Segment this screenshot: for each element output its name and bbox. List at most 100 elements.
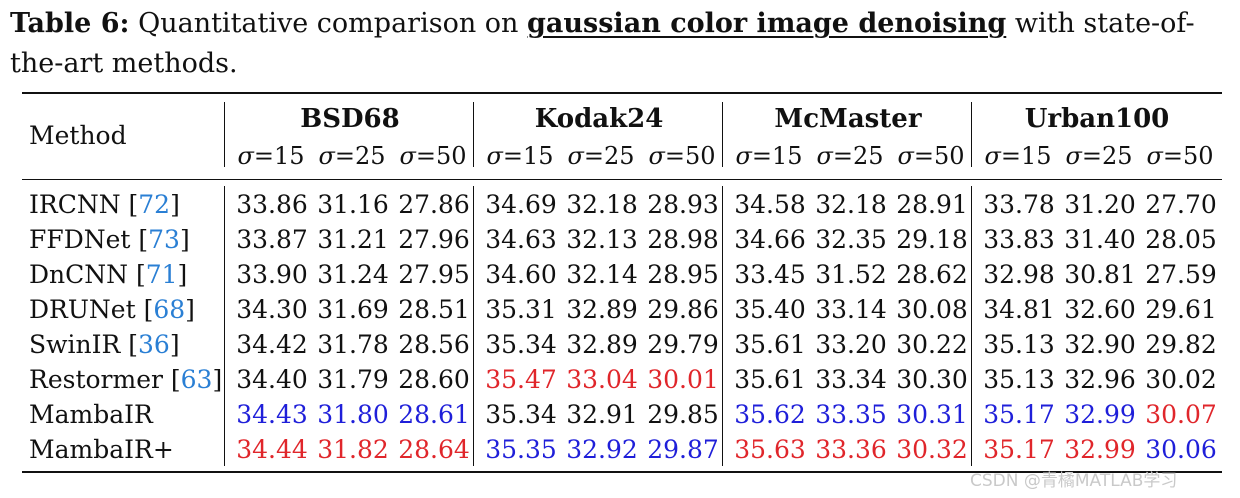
citation-link[interactable]: 63 (180, 365, 213, 394)
dataset-header: Kodak24 (534, 104, 664, 134)
table-cell: 27.96 (398, 225, 470, 254)
citation-link[interactable]: 71 (145, 260, 178, 289)
caption-text-before: Quantitative comparison on (129, 8, 528, 39)
method-name: DRUNet [68] (29, 295, 195, 325)
table-cell: 32.99 (1064, 400, 1136, 429)
sigma-symbol: σ (318, 142, 335, 170)
method-label: MambaIR (29, 400, 153, 429)
table-cell: 31.69 (317, 295, 389, 324)
method-label: DnCNN (29, 260, 129, 289)
table-cell: 30.07 (1145, 400, 1217, 429)
table-cell: 30.30 (896, 365, 968, 394)
table-cell: 28.61 (398, 400, 470, 429)
table-cell: 33.90 (236, 260, 308, 289)
dataset-header: Urban100 (1024, 104, 1170, 134)
table-cell: 32.92 (566, 435, 638, 464)
table-cell: 35.13 (983, 330, 1055, 359)
column-divider (971, 102, 973, 167)
caption-highlight: gaussian color image denoising (527, 8, 1007, 39)
sigma-level: =50 (664, 142, 716, 170)
caption-text-after: with state-of-the-art methods. (10, 8, 1195, 79)
table-cell: 32.89 (566, 330, 638, 359)
table-cell: 32.35 (815, 225, 887, 254)
table-cell: 32.99 (1064, 435, 1136, 464)
method-label: SwinIR (29, 330, 121, 359)
table-cell: 30.02 (1145, 365, 1217, 394)
citation-link[interactable]: 72 (138, 190, 171, 219)
citation: [36] (120, 330, 180, 359)
table-cell: 35.31 (485, 295, 557, 324)
sigma-label: σ=25 (558, 141, 644, 171)
table-cell: 29.86 (647, 295, 719, 324)
table-cell: 35.13 (983, 365, 1055, 394)
table-cell: 33.87 (236, 225, 308, 254)
table-cell: 27.95 (398, 260, 470, 289)
method-label: FFDNet (29, 225, 131, 254)
table-cell: 31.80 (317, 400, 389, 429)
sigma-level: =25 (334, 142, 386, 170)
citation-link[interactable]: 73 (148, 225, 180, 254)
sigma-symbol: σ (1065, 142, 1082, 170)
table-cell: 33.83 (983, 225, 1055, 254)
table-cell: 28.98 (647, 225, 719, 254)
table-cell: 27.70 (1145, 190, 1217, 219)
sigma-label: σ=25 (309, 141, 395, 171)
table-cell: 34.44 (236, 435, 308, 464)
table-cell: 33.04 (566, 365, 638, 394)
method-name: SwinIR [36] (29, 330, 180, 360)
method-name: MambaIR (29, 400, 153, 430)
table-cell: 33.45 (734, 260, 806, 289)
sigma-symbol: σ (237, 142, 254, 170)
table-cell: 32.18 (815, 190, 887, 219)
table-cell: 34.42 (236, 330, 308, 359)
table-cell: 28.51 (398, 295, 470, 324)
table-cell: 30.08 (896, 295, 968, 324)
table-cell: 34.63 (485, 225, 557, 254)
table-cell: 28.60 (398, 365, 470, 394)
table-top-rule (22, 92, 1222, 94)
table-cell: 31.24 (317, 260, 389, 289)
column-divider (473, 186, 475, 466)
table-cell: 32.91 (566, 400, 638, 429)
table-cell: 34.30 (236, 295, 308, 324)
sigma-label: σ=50 (390, 141, 476, 171)
table-cell: 32.13 (566, 225, 638, 254)
citation-link[interactable]: 68 (153, 295, 186, 324)
table-cell: 32.90 (1064, 330, 1136, 359)
table-cell: 30.22 (896, 330, 968, 359)
sigma-symbol: σ (735, 142, 752, 170)
sigma-level: =25 (832, 142, 884, 170)
table-cell: 34.43 (236, 400, 308, 429)
sigma-label: σ=15 (726, 141, 812, 171)
table-cell: 32.14 (566, 260, 638, 289)
sigma-symbol: σ (897, 142, 914, 170)
table-cell: 31.82 (317, 435, 389, 464)
method-name: DnCNN [71] (29, 260, 187, 290)
citation-link[interactable]: 36 (138, 330, 170, 359)
method-label: DRUNet (29, 295, 136, 324)
sigma-level: =50 (415, 142, 467, 170)
citation: [72] (120, 190, 180, 219)
table-cell: 28.64 (398, 435, 470, 464)
sigma-level: =25 (1081, 142, 1133, 170)
method-name: MambaIR+ (29, 435, 174, 465)
table-cell: 35.61 (734, 330, 806, 359)
sigma-symbol: σ (816, 142, 833, 170)
sigma-label: σ=50 (1137, 141, 1223, 171)
table-cell: 34.81 (983, 295, 1055, 324)
table-cell: 31.78 (317, 330, 389, 359)
table-cell: 28.95 (647, 260, 719, 289)
table-cell: 33.36 (815, 435, 887, 464)
table-cell: 34.66 (734, 225, 806, 254)
table-cell: 28.05 (1145, 225, 1217, 254)
sigma-symbol: σ (648, 142, 665, 170)
table-cell: 29.85 (647, 400, 719, 429)
method-name: IRCNN [72] (29, 190, 180, 220)
table-cell: 32.96 (1064, 365, 1136, 394)
sigma-label: σ=15 (228, 141, 314, 171)
column-divider (224, 102, 226, 167)
table-cell: 35.63 (734, 435, 806, 464)
table-cell: 30.06 (1145, 435, 1217, 464)
sigma-symbol: σ (1146, 142, 1163, 170)
table-cell: 31.79 (317, 365, 389, 394)
